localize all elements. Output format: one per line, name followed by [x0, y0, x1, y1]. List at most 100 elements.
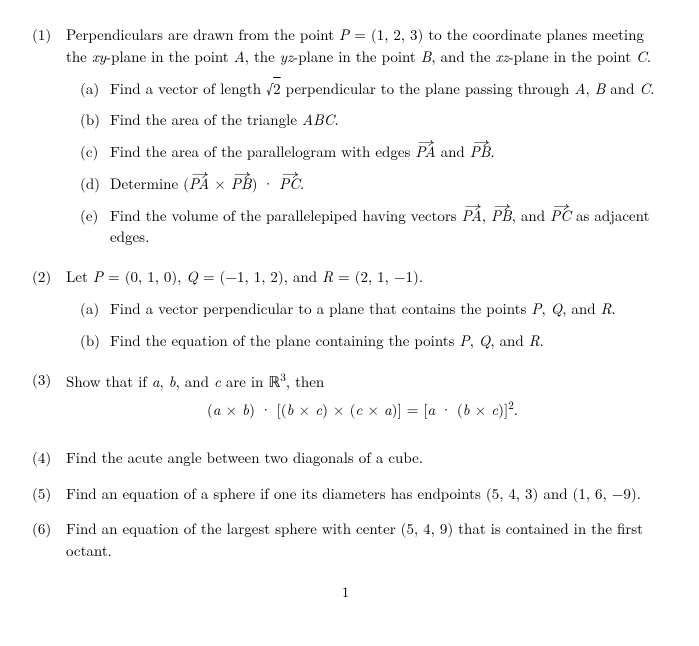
t: Perpendiculars are drawn from the point	[66, 24, 339, 45]
sym-c: C	[636, 46, 647, 67]
t: -plane in the point	[509, 46, 637, 67]
v: b⃗	[463, 399, 470, 420]
t: .	[612, 298, 616, 319]
sym: P	[531, 298, 541, 319]
p1-d-body: Determine (→PA × →PB) · →PC.	[110, 173, 659, 195]
problem-5: (5) Find an equation of a sphere if one …	[32, 483, 659, 505]
sym: P	[460, 330, 470, 351]
t: .	[334, 109, 338, 130]
sym-xy: xy	[92, 46, 106, 67]
t: Find the volume of the parallelepiped ha…	[110, 205, 462, 226]
p2-b-num: (b)	[66, 330, 110, 352]
problem-6: (6) Find an equation of the largest sphe…	[32, 518, 659, 562]
p1-e-num: (e)	[66, 205, 110, 249]
t: , and	[176, 371, 214, 392]
problem-5-num: (5)	[32, 483, 66, 505]
tri: ABC	[302, 109, 334, 130]
p1-e: (e) Find the volume of the parallelepipe…	[66, 205, 659, 249]
t: ) ·	[252, 173, 280, 194]
t: and	[436, 141, 470, 162]
sym: A	[574, 78, 585, 99]
t: are in ℝ	[221, 371, 280, 392]
v: a⃗	[213, 399, 221, 420]
t: = (0, 1, 0),	[103, 266, 186, 287]
t: , the	[245, 46, 280, 67]
t: = (2, 1, −1).	[333, 266, 423, 287]
t: -plane in the point	[106, 46, 234, 67]
arrow-icon: →	[544, 204, 577, 208]
arrow-icon: →	[183, 172, 215, 176]
problem-4: (4) Find the acute angle between two dia…	[32, 447, 659, 469]
p1-d: (d) Determine (→PA × →PB) · →PC.	[66, 173, 659, 195]
sym: C	[639, 78, 650, 99]
problem-2: (2) Let P = (0, 1, 0), Q = (−1, 1, 2), a…	[32, 266, 659, 355]
t: ×	[294, 399, 316, 420]
problem-3-num: (3)	[32, 369, 66, 433]
p1-c-num: (c)	[66, 141, 110, 163]
t: and	[605, 78, 639, 99]
vec-c: c⃗	[214, 371, 221, 392]
t: ) × (	[322, 399, 355, 420]
arrow-icon: →	[464, 140, 497, 144]
t: , and	[512, 205, 550, 226]
t: Find a vector of length √	[110, 78, 273, 99]
p1-a: (a) Find a vector of length √2 perpendic…	[66, 78, 659, 100]
problem-1-body: Perpendiculars are drawn from the point …	[66, 24, 659, 252]
vec-b: b⃗	[169, 371, 176, 392]
problem-6-body: Find an equation of the largest sphere w…	[66, 518, 659, 562]
t: ,	[470, 330, 479, 351]
t: Find a vector perpendicular to a plane t…	[110, 298, 531, 319]
problem-2-num: (2)	[32, 266, 66, 355]
arrow-icon: →	[409, 140, 441, 144]
p3-eq: (a⃗ × b⃗) · [(b⃗ × c⃗) × (c⃗ × a⃗)] = [a…	[66, 397, 659, 421]
vec-pb: →PB	[470, 141, 491, 163]
p1-b-body: Find the area of the triangle ABC.	[110, 109, 659, 131]
sym-b: B	[421, 46, 432, 67]
p2-a-num: (a)	[66, 298, 110, 320]
vec-pb: →PB	[231, 173, 252, 195]
arrow-icon: →	[273, 172, 306, 176]
vec-pa: →PA	[462, 205, 482, 227]
t: Show that if	[66, 371, 152, 392]
problem-3-body: Show that if a⃗, b⃗, and c⃗ are in ℝ3, t…	[66, 369, 659, 433]
t: , and	[490, 330, 528, 351]
t: ×	[470, 399, 492, 420]
sym-p: P	[339, 24, 349, 45]
p2-b: (b) Find the equation of the plane conta…	[66, 330, 659, 352]
arrow-icon: →	[485, 204, 518, 208]
t: ×	[221, 399, 243, 420]
p2-a: (a) Find a vector perpendicular to a pla…	[66, 298, 659, 320]
p1-e-body: Find the volume of the parallelepiped ha…	[110, 205, 659, 249]
sym: R	[601, 298, 612, 319]
arrow-icon: →	[225, 172, 258, 176]
t: Determine (	[110, 173, 189, 194]
problem-6-num: (6)	[32, 518, 66, 562]
p1-d-num: (d)	[66, 173, 110, 195]
t: , and the	[431, 46, 495, 67]
p1-b: (b) Find the area of the triangle ABC.	[66, 109, 659, 131]
problem-4-body: Find the acute angle between two diagona…	[66, 447, 659, 469]
vec-pa: →PA	[189, 173, 209, 195]
t: .	[491, 141, 495, 162]
t: Find the equation of the plane containin…	[110, 330, 460, 351]
t: Find the area of the parallelogram with …	[110, 141, 415, 162]
t: · (	[435, 399, 463, 420]
sym: R	[322, 266, 333, 287]
t: perpendicular to the plane passing throu…	[281, 78, 575, 99]
sym: Q	[479, 330, 491, 351]
sym-xz: xz	[496, 46, 509, 67]
vec-pc: →PC	[279, 173, 300, 195]
p1-c: (c) Find the area of the parallelogram w…	[66, 141, 659, 163]
sym: P	[93, 266, 103, 287]
t: .	[540, 330, 544, 351]
vec-pc: →PC	[550, 205, 571, 227]
t: ) · [(	[249, 399, 287, 420]
sym: R	[529, 330, 540, 351]
t: ,	[586, 78, 595, 99]
sym-a: A	[234, 46, 245, 67]
problem-5-body: Find an equation of a sphere if one its …	[66, 483, 659, 505]
problem-3: (3) Show that if a⃗, b⃗, and c⃗ are in ℝ…	[32, 369, 659, 433]
p1-b-num: (b)	[66, 109, 110, 131]
p1-a-num: (a)	[66, 78, 110, 100]
t: ,	[160, 371, 169, 392]
